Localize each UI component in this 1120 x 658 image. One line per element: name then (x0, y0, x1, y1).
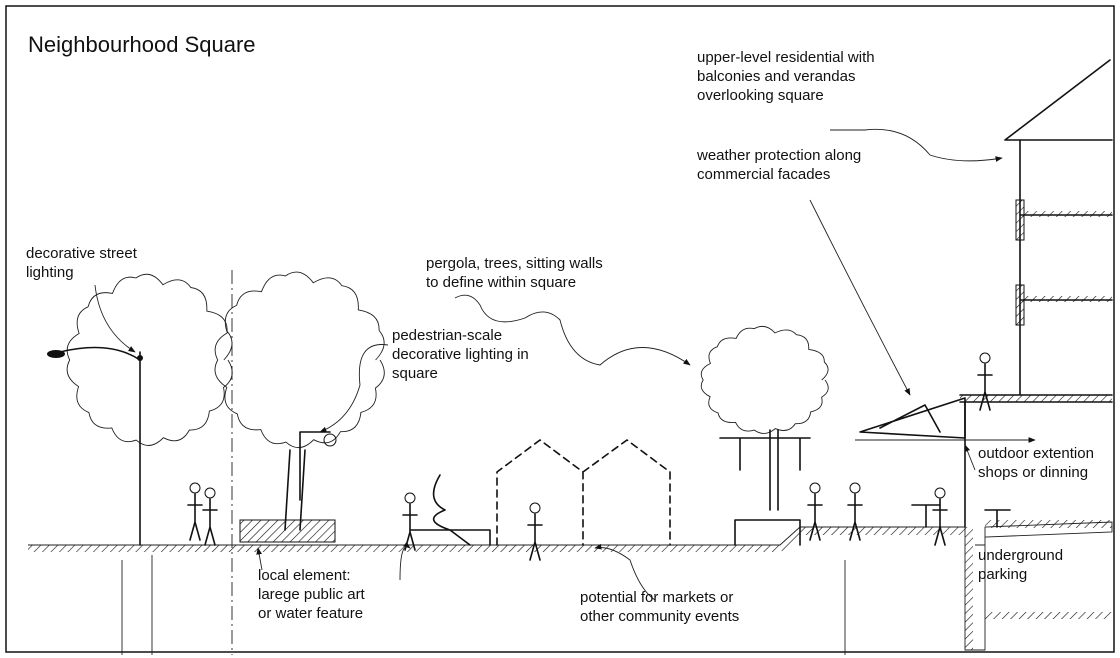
annotation: overlooking square (697, 87, 824, 104)
balcony (1016, 200, 1024, 240)
title: Neighbourhood Square (28, 32, 256, 57)
person-head (205, 488, 215, 498)
ground (28, 522, 1112, 650)
annotation: upper-level residential with (697, 49, 875, 66)
slab-hatch (1020, 211, 1112, 217)
tree (215, 272, 384, 448)
annotation: commercial facades (697, 166, 830, 183)
annotation: other community events (580, 608, 739, 625)
street-lamp (60, 348, 140, 546)
annotation: outdoor extention (978, 445, 1094, 462)
building (960, 60, 1112, 402)
slab-hatch (985, 520, 1112, 528)
person-head (850, 483, 860, 493)
annotation: potential for markets or (580, 589, 733, 606)
person-head (810, 483, 820, 493)
person (978, 364, 992, 410)
frame (6, 6, 1114, 652)
tree-trunk (285, 430, 778, 530)
leader-arrow (965, 445, 975, 470)
annotation: local element: (258, 567, 351, 584)
balcony (1016, 285, 1024, 325)
person-head (405, 493, 415, 503)
tree (67, 274, 232, 445)
sketch: Neighbourhood Square upper-level residen… (0, 0, 1120, 658)
person-head (530, 503, 540, 513)
tree (701, 326, 828, 433)
lamp-head (47, 350, 65, 358)
pergola (720, 438, 810, 545)
art (410, 475, 490, 545)
canopy (860, 398, 965, 438)
person (933, 499, 947, 545)
person-head (935, 488, 945, 498)
annotation: balconies and verandas (697, 68, 855, 85)
slab-hatch (1020, 296, 1112, 302)
person (403, 504, 417, 550)
annotation: to define within square (426, 274, 576, 291)
person (528, 514, 542, 560)
person-head (190, 483, 200, 493)
person (203, 499, 217, 545)
annotation: parking (978, 566, 1027, 583)
annotation: underground (978, 547, 1063, 564)
annotation: larege public art (258, 586, 366, 603)
slab-hatch (985, 612, 1112, 619)
leader-arrow (95, 285, 135, 352)
wall (240, 520, 335, 542)
annotation: decorative street (26, 245, 138, 262)
wall-hatch (965, 527, 973, 650)
annotation: lighting (26, 264, 74, 281)
person (188, 494, 202, 540)
lamp-head (137, 355, 143, 361)
annotation: weather protection along (696, 147, 861, 164)
annotation: shops or dinning (978, 464, 1088, 481)
annotation: pergola, trees, sitting walls (426, 255, 603, 272)
person-head (980, 353, 990, 363)
tent (497, 440, 670, 545)
annotation: or water feature (258, 605, 363, 622)
annotation: decorative lighting in (392, 346, 529, 363)
annotation: square (392, 365, 438, 382)
leader-arrow (810, 200, 910, 395)
annotation: pedestrian-scale (392, 327, 502, 344)
